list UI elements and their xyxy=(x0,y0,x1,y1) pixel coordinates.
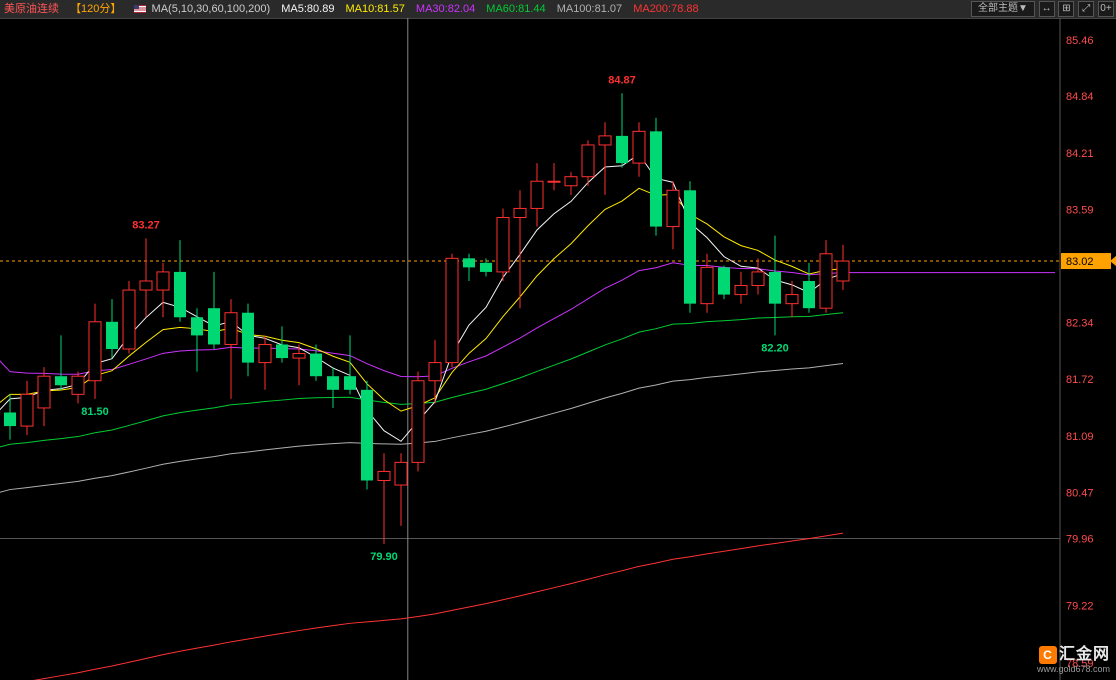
candle-body xyxy=(123,290,135,349)
yaxis-tick-label: 85.46 xyxy=(1066,35,1094,47)
candle-body xyxy=(327,376,339,390)
candle-body xyxy=(157,272,169,290)
watermark: C汇金网 www.gold678.com xyxy=(1037,640,1110,674)
yaxis-tick-label: 81.09 xyxy=(1066,431,1094,443)
candle-body xyxy=(803,281,815,308)
yaxis-tick-label: 84.84 xyxy=(1066,91,1094,103)
candle-body xyxy=(684,190,696,303)
candle-body xyxy=(446,258,458,362)
timeframe-label: 【120分】 xyxy=(70,0,121,18)
header-tools: 全部主题▼ ↔ ⊞ ⤢ 0+ xyxy=(971,0,1114,18)
candle-body xyxy=(837,261,849,281)
candle-body xyxy=(497,218,509,272)
watermark-text: 汇金网 xyxy=(1059,646,1110,663)
candle-body xyxy=(174,272,186,317)
candle-body xyxy=(718,267,730,294)
yaxis-tick-label: 82.34 xyxy=(1066,318,1094,330)
yaxis-tick-label: 79.22 xyxy=(1066,601,1094,613)
candle-body xyxy=(701,267,713,303)
candle-body xyxy=(344,376,356,390)
candle-body xyxy=(208,308,220,344)
candle-body xyxy=(259,344,271,362)
candle-body xyxy=(361,390,373,481)
candle-body xyxy=(293,354,305,359)
candle-body xyxy=(616,136,628,163)
candle-body xyxy=(4,412,16,426)
yaxis-tick-label: 81.72 xyxy=(1066,374,1094,386)
candle-body xyxy=(514,208,526,217)
symbol-title: 美原油连续 xyxy=(4,0,59,18)
yaxis-tick-label: 83.59 xyxy=(1066,204,1094,216)
candle-body xyxy=(667,190,679,226)
tool-button[interactable]: ⊞ xyxy=(1058,1,1074,17)
flag-icon xyxy=(134,5,146,13)
candle-body xyxy=(140,281,152,290)
candle-body xyxy=(242,313,254,363)
ma30-value: MA30:82.04 xyxy=(416,0,475,18)
candle-body xyxy=(38,376,50,408)
tool-button[interactable]: 0+ xyxy=(1098,1,1114,17)
candle-body xyxy=(531,181,543,208)
candle-body xyxy=(820,254,832,308)
chart-header: 美原油连续 【120分】 MA(5,10,30,60,100,200) MA5:… xyxy=(0,0,1116,19)
candle-body xyxy=(599,136,611,145)
candle-body xyxy=(21,394,33,426)
candle-body xyxy=(752,272,764,286)
candle-body xyxy=(463,258,475,267)
ma60-value: MA60:81.44 xyxy=(486,0,545,18)
price-annotation: 83.27 xyxy=(132,219,160,231)
candle-body xyxy=(429,363,441,381)
price-chart[interactable]: 85.46 84.84 84.21 83.59 82.34 81.72 81.09 80.47… xyxy=(0,18,1116,680)
candle-body xyxy=(378,471,390,480)
candle-body xyxy=(191,317,203,335)
candle-body xyxy=(633,131,645,163)
candle-body xyxy=(72,376,84,394)
tool-button[interactable]: ↔ xyxy=(1039,1,1055,17)
candle-body xyxy=(395,462,407,485)
candle-body xyxy=(276,344,288,358)
candle-body xyxy=(55,376,67,385)
candle-body xyxy=(480,263,492,272)
candle-body xyxy=(548,181,560,182)
yaxis-tick-label: 84.21 xyxy=(1066,148,1094,160)
candle-body xyxy=(735,286,747,295)
watermark-icon: C xyxy=(1039,646,1057,664)
candle-body xyxy=(565,177,577,186)
ma5-value: MA5:80.89 xyxy=(281,0,334,18)
candle-body xyxy=(582,145,594,177)
price-annotation: 82.20 xyxy=(761,342,789,354)
theme-dropdown[interactable]: 全部主题▼ xyxy=(971,1,1035,17)
last-price-badge: 83.02 xyxy=(1066,256,1094,268)
tool-button[interactable]: ⤢ xyxy=(1078,1,1094,17)
price-annotation: 81.50 xyxy=(81,406,109,418)
candle-body xyxy=(786,295,798,304)
ma-line-ma200 xyxy=(0,533,843,680)
candle-body xyxy=(310,354,322,377)
candle-body xyxy=(89,322,101,381)
price-annotation: 84.87 xyxy=(608,74,636,86)
ma-periods-label: MA(5,10,30,60,100,200) xyxy=(152,0,271,18)
yaxis-tick-label: 79.96 xyxy=(1066,534,1094,546)
watermark-url: www.gold678.com xyxy=(1037,664,1110,674)
ma10-value: MA10:81.57 xyxy=(346,0,405,18)
candle-body xyxy=(769,272,781,304)
candle-body xyxy=(412,381,424,463)
price-annotation: 79.90 xyxy=(370,551,398,563)
ma100-value: MA100:81.07 xyxy=(557,0,622,18)
candle-body xyxy=(225,313,237,345)
ma200-value: MA200:78.88 xyxy=(633,0,698,18)
candle-body xyxy=(650,131,662,226)
yaxis-tick-label: 80.47 xyxy=(1066,487,1094,499)
candle-body xyxy=(106,322,118,349)
